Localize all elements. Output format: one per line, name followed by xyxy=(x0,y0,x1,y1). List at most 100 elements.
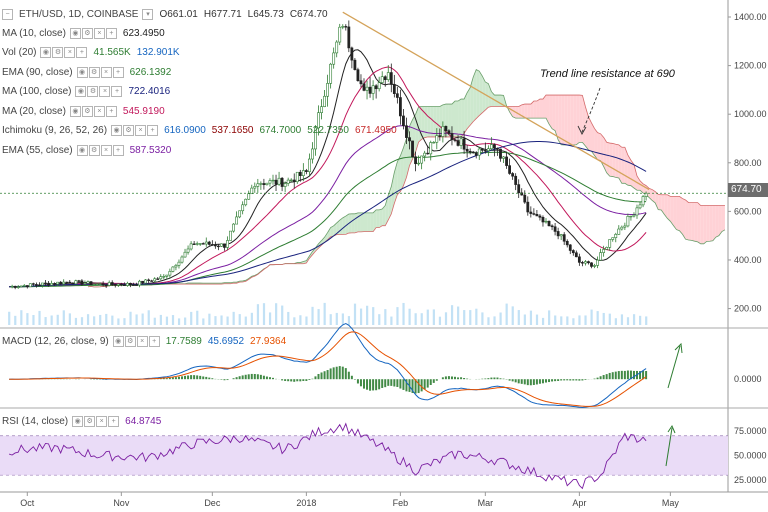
macd-histogram-bar xyxy=(284,379,287,382)
macd-histogram-bar xyxy=(435,379,438,381)
volume-bar xyxy=(584,315,587,325)
volume-bar xyxy=(250,312,253,325)
volume-bar xyxy=(232,311,235,325)
candle-body xyxy=(16,286,20,288)
candle-body xyxy=(104,284,108,287)
macd-histogram-bar xyxy=(423,379,426,390)
macd-histogram-bar xyxy=(356,379,359,384)
volume-bar xyxy=(62,310,65,325)
time-tick-label: Mar xyxy=(478,498,494,508)
candle-body xyxy=(468,150,472,153)
macd-histogram-bar xyxy=(369,379,372,391)
ichimoku-cloud-segment xyxy=(630,160,634,189)
symbol-controls[interactable]: ▾ xyxy=(142,8,154,20)
candle-body xyxy=(580,262,584,264)
indicator-controls[interactable]: ◉ ⚙ × + xyxy=(76,66,125,78)
macd-histogram-bar xyxy=(223,379,226,381)
ichimoku-cloud-segment xyxy=(436,106,440,137)
ichimoku-cloud-segment xyxy=(670,196,674,226)
ichimoku-cloud-segment xyxy=(530,101,534,119)
macd-histogram-bar xyxy=(481,378,484,380)
volume-bar xyxy=(93,316,96,325)
symbol-header: − ETH/USD, 1D, COINBASE ▾ O661.01 H677.7… xyxy=(2,7,334,21)
macd-histogram-bar xyxy=(642,370,645,380)
ichimoku-cloud-segment xyxy=(655,191,659,210)
indicator-legend-row: MA (100, close) ◉ ⚙ × + 722.4016 xyxy=(2,85,176,99)
price-tick-label: 800.00 xyxy=(734,158,762,168)
volume-bar xyxy=(535,314,539,325)
volume-bar xyxy=(341,313,344,325)
candle-body xyxy=(110,282,114,285)
volume-bar xyxy=(220,315,223,325)
volume-bar xyxy=(99,314,102,325)
ichimoku-cloud-segment xyxy=(570,95,574,146)
candle-body xyxy=(353,59,357,70)
trendline-annotation: Trend line resistance at 690 xyxy=(540,68,675,80)
candle-body xyxy=(232,223,235,232)
candle-body xyxy=(271,179,275,182)
macd-histogram-bar xyxy=(205,376,208,380)
candle-body xyxy=(283,183,287,187)
candle-body xyxy=(247,193,251,200)
indicator-controls[interactable]: ◉ ⚙ × + xyxy=(69,27,118,39)
candle-body xyxy=(447,130,451,134)
indicator-controls[interactable]: ◉ ⚙ × + xyxy=(75,86,123,97)
rsi-legend: RSI (14, close) ◉ ⚙ × + 64.8745 xyxy=(2,414,167,428)
candle-body xyxy=(320,106,323,113)
rsi-controls[interactable]: ◉ ⚙ × + xyxy=(72,415,120,427)
candle-body xyxy=(280,177,284,187)
candle-body xyxy=(298,171,302,176)
macd-controls[interactable]: ◉ ⚙ × + xyxy=(112,335,161,347)
high-value: H677.71 xyxy=(203,8,242,20)
indicator-legend-row: EMA (55, close) ◉ ⚙ × + 587.5320 xyxy=(2,143,177,157)
macd-histogram-bar xyxy=(420,379,423,392)
macd-histogram-bar xyxy=(402,379,405,390)
indicator-controls[interactable]: ◉ ⚙ × + xyxy=(76,144,125,156)
candle-body xyxy=(68,281,72,284)
macd-histogram-bar xyxy=(554,379,557,382)
candle-body xyxy=(229,230,232,241)
candle-body xyxy=(605,247,609,250)
indicator-controls[interactable]: ◉ ⚙ × + xyxy=(111,125,159,136)
macd-histogram-bar xyxy=(320,372,323,380)
ichimoku-cloud-segment xyxy=(682,198,686,240)
candle-body xyxy=(599,252,603,261)
ichimoku-cloud-segment xyxy=(524,104,528,119)
candle-body xyxy=(629,215,633,218)
rsi-band xyxy=(0,435,728,476)
candle-body xyxy=(386,72,390,80)
candle-body xyxy=(338,26,342,43)
candle-body xyxy=(505,156,508,166)
ichimoku-cloud-segment xyxy=(615,144,619,179)
volume-bar xyxy=(256,304,260,325)
candle-body xyxy=(53,283,57,285)
candle-body xyxy=(241,204,245,212)
indicator-name: Ichimoku (9, 26, 52, 26) xyxy=(2,125,108,136)
candle-body xyxy=(47,282,50,286)
macd-histogram-bar xyxy=(174,377,177,380)
macd-histogram-bar xyxy=(508,379,511,381)
macd-histogram-bar xyxy=(566,379,569,381)
indicator-name: Vol (20) xyxy=(2,47,37,58)
volume-bar xyxy=(632,314,636,325)
volume-bar xyxy=(208,313,211,325)
volume-bar xyxy=(626,317,630,325)
macd-histogram-bar xyxy=(244,374,247,380)
macd-histogram-bar xyxy=(511,379,514,382)
ichimoku-cloud-segment xyxy=(649,188,653,201)
indicator-controls[interactable]: ◉ ⚙ × + xyxy=(69,105,118,117)
ichimoku-cloud-segment xyxy=(327,227,331,240)
macd-histogram-bar xyxy=(548,379,551,383)
candle-body xyxy=(480,148,484,151)
volume-bar xyxy=(293,317,296,325)
collapse-toggle[interactable]: − xyxy=(2,8,14,20)
macd-histogram-bar xyxy=(241,375,244,380)
macd-histogram-bar xyxy=(366,379,369,390)
candle-body xyxy=(165,274,169,277)
volume-bar xyxy=(487,317,490,325)
indicator-controls[interactable]: ◉ ⚙ × + xyxy=(40,47,88,58)
candle-body xyxy=(499,148,502,159)
volume-bar xyxy=(123,318,126,325)
volume-bar xyxy=(517,310,520,325)
